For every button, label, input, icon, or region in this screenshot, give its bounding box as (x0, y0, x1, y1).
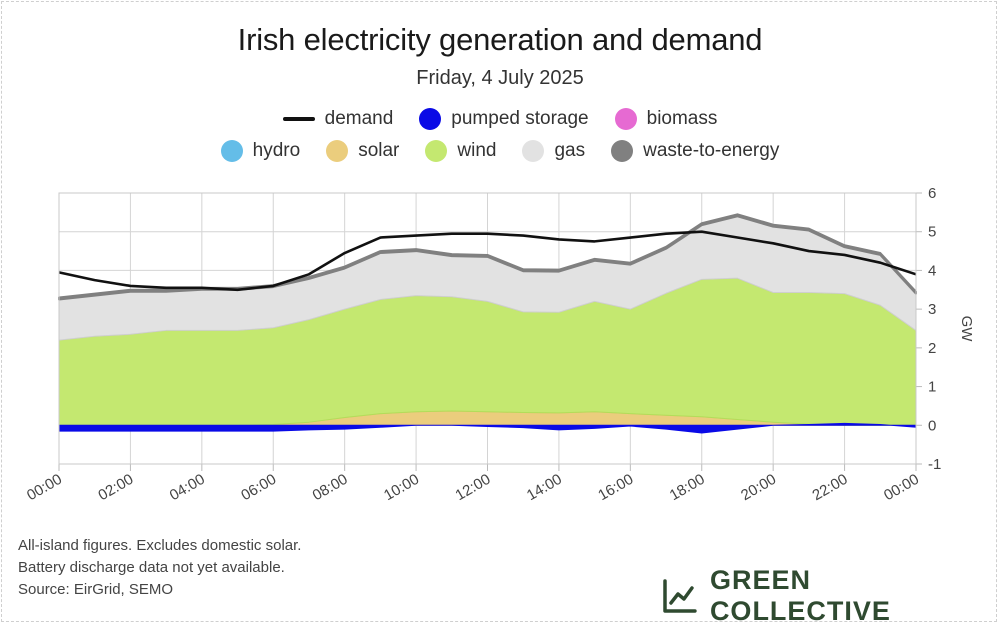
brand-name: GREEN COLLECTIVE (709, 565, 891, 626)
plot-border (58, 192, 917, 465)
x-tick-label: 08:00 (310, 471, 351, 504)
x-tick-label: 22:00 (810, 471, 851, 504)
line-chart-icon (663, 579, 697, 613)
legend-item-waste-to-energy[interactable]: waste-to-energy (611, 140, 779, 162)
legend-label: gas (554, 140, 586, 161)
legend-item-pumped-storage[interactable]: pumped storage (419, 108, 589, 130)
legend-item-wind[interactable]: wind (425, 140, 496, 162)
waste-to-energy-swatch (611, 140, 634, 162)
stacked-areas (58, 213, 917, 434)
y-tick-label: 2 (928, 340, 936, 357)
hydro-swatch (220, 140, 243, 162)
legend-item-gas[interactable]: gas (522, 140, 585, 162)
biomass-swatch (614, 108, 637, 130)
x-tick-label: 14:00 (524, 471, 565, 504)
chart-subtitle: Friday, 4 July 2025 (416, 67, 584, 89)
x-tick-label: 00:00 (24, 471, 65, 504)
demand-series (58, 230, 917, 292)
footnotes: All-island figures. Excludes domestic so… (18, 535, 301, 601)
y-tick-label: 0 (928, 417, 936, 434)
area-pumped-storage (58, 422, 917, 434)
wind-swatch (425, 140, 448, 162)
y-axis-label: GW (958, 316, 975, 343)
x-tick-label: 10:00 (381, 471, 422, 504)
legend-label: waste-to-energy (643, 140, 780, 161)
legend-label: hydro (252, 140, 301, 161)
y-tick-label: 5 (928, 224, 936, 241)
legend-label: demand (324, 108, 394, 129)
axes (58, 192, 922, 471)
legend-label: biomass (646, 108, 718, 129)
y-tick-label: 6 (928, 185, 936, 202)
x-tick-label: 18:00 (667, 471, 708, 504)
legend-item-biomass[interactable]: biomass (614, 108, 718, 130)
x-tick-label: 00:00 (881, 471, 922, 504)
y-tick-label: 1 (928, 379, 936, 396)
x-tick-label: 04:00 (167, 471, 208, 504)
legend-row-2: hydro solar wind gas waste-to-energy (0, 140, 1000, 162)
legend-item-solar[interactable]: solar (326, 140, 399, 162)
gas-swatch (522, 140, 545, 162)
x-tick-label: 16:00 (595, 471, 636, 504)
legend-item-demand[interactable]: demand (282, 108, 394, 130)
chart-title: Irish electricity generation and demand (237, 22, 763, 57)
y-tick-label: 3 (928, 301, 936, 318)
demand-line-swatch (282, 117, 315, 121)
x-tick-label: 12:00 (452, 471, 493, 504)
legend-item-hydro[interactable]: hydro (220, 140, 301, 162)
footnote-line: Source: EirGrid, SEMO (18, 581, 174, 598)
legend-label: pumped storage (451, 108, 589, 129)
footnote-line: All-island figures. Excludes domestic so… (18, 537, 302, 554)
legend-row-1: demand pumped storage biomass (0, 108, 1000, 130)
y-tick-label: 4 (928, 262, 936, 279)
legend-label: wind (457, 140, 497, 161)
y-tick-label: -1 (928, 456, 941, 473)
pumped-storage-swatch (419, 108, 442, 130)
footnote-line: Battery discharge data not yet available… (18, 559, 285, 576)
x-tick-label: 20:00 (738, 471, 779, 504)
brand-logo: GREEN COLLECTIVE (662, 565, 1000, 627)
solar-swatch (326, 140, 349, 162)
x-tick-label: 02:00 (95, 471, 136, 504)
demand-line (58, 230, 917, 292)
legend-label: solar (358, 140, 400, 161)
x-tick-label: 06:00 (238, 471, 279, 504)
